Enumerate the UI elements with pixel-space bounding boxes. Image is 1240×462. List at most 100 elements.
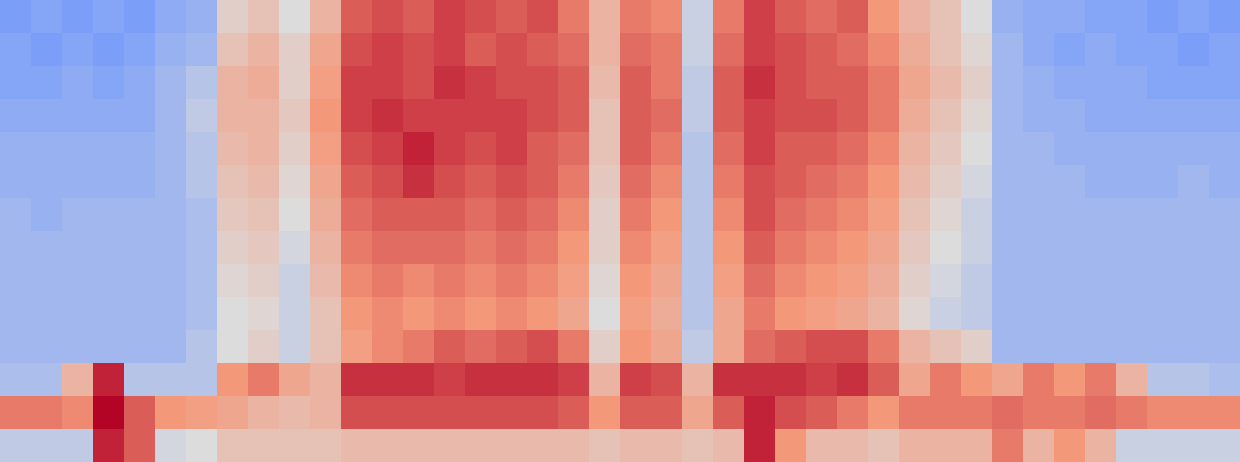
heatmap-cell — [1209, 231, 1240, 265]
heatmap-cell — [961, 231, 993, 265]
heatmap-cell — [1116, 0, 1148, 34]
heatmap-cell — [93, 429, 125, 462]
heatmap-cell — [527, 231, 559, 265]
heatmap-cell — [310, 297, 342, 331]
heatmap-cell — [837, 99, 869, 133]
heatmap-cell — [961, 132, 993, 166]
heatmap-cell — [93, 66, 125, 100]
heatmap-cell — [806, 99, 838, 133]
heatmap-cell — [899, 363, 931, 397]
heatmap-cell — [0, 264, 32, 298]
heatmap-cell — [93, 231, 125, 265]
heatmap-cell — [713, 99, 745, 133]
heatmap-cell — [372, 429, 404, 462]
heatmap-cell — [1178, 363, 1210, 397]
heatmap-cell — [186, 99, 218, 133]
heatmap-cell — [403, 396, 435, 430]
heatmap-cell — [1209, 132, 1240, 166]
heatmap-cell — [651, 297, 683, 331]
heatmap-cell — [0, 396, 32, 430]
heatmap-cell — [837, 363, 869, 397]
heatmap-cell — [1054, 66, 1086, 100]
heatmap-cell — [93, 363, 125, 397]
heatmap-cell — [465, 99, 497, 133]
heatmap-cell — [682, 330, 714, 364]
heatmap-cell — [155, 132, 187, 166]
heatmap-cell — [496, 363, 528, 397]
heatmap-cell — [992, 33, 1024, 67]
heatmap-cell — [248, 198, 280, 232]
heatmap-cell — [1116, 99, 1148, 133]
heatmap-cell — [403, 297, 435, 331]
heatmap-cell — [1054, 33, 1086, 67]
heatmap-cell — [465, 33, 497, 67]
heatmap-cell — [434, 297, 466, 331]
heatmap-cell — [775, 297, 807, 331]
heatmap-cell — [1085, 99, 1117, 133]
heatmap-cell — [434, 0, 466, 34]
heatmap-cell — [248, 330, 280, 364]
heatmap-cell — [806, 396, 838, 430]
heatmap-cell — [589, 132, 621, 166]
heatmap-cell — [806, 66, 838, 100]
heatmap-cell — [434, 132, 466, 166]
heatmap-cell — [372, 198, 404, 232]
heatmap-cell — [775, 396, 807, 430]
heatmap-cell — [124, 363, 156, 397]
heatmap-cell — [341, 165, 373, 199]
heatmap-cell — [1116, 363, 1148, 397]
heatmap-cell — [961, 99, 993, 133]
heatmap-cell — [124, 0, 156, 34]
heatmap-cell — [1085, 33, 1117, 67]
heatmap-cell — [651, 231, 683, 265]
heatmap-cell — [775, 363, 807, 397]
heatmap-cell — [651, 0, 683, 34]
heatmap-cell — [248, 231, 280, 265]
heatmap-cell — [558, 297, 590, 331]
heatmap-cell — [1023, 330, 1055, 364]
heatmap-cell — [434, 165, 466, 199]
heatmap-cell — [806, 330, 838, 364]
heatmap-cell — [713, 198, 745, 232]
heatmap-cell — [217, 66, 249, 100]
heatmap-cell — [806, 165, 838, 199]
heatmap-cell — [124, 165, 156, 199]
heatmap-cell — [0, 99, 32, 133]
heatmap-cell — [899, 33, 931, 67]
heatmap-cell — [1147, 198, 1179, 232]
heatmap-cell — [403, 132, 435, 166]
heatmap-cell — [279, 99, 311, 133]
heatmap-cell — [837, 165, 869, 199]
heatmap-cell — [279, 363, 311, 397]
heatmap-cell — [1209, 99, 1240, 133]
heatmap-cell — [589, 264, 621, 298]
heatmap-cell — [186, 33, 218, 67]
heatmap-cell — [248, 363, 280, 397]
heatmap-cell — [1116, 165, 1148, 199]
heatmap-cell — [1054, 396, 1086, 430]
heatmap-cell — [341, 363, 373, 397]
heatmap-cell — [868, 330, 900, 364]
heatmap-cell — [1085, 330, 1117, 364]
heatmap-cell — [1147, 264, 1179, 298]
heatmap-cell — [837, 297, 869, 331]
heatmap-cell — [496, 198, 528, 232]
heatmap-cell — [558, 198, 590, 232]
heatmap-cell — [775, 165, 807, 199]
heatmap-cell — [434, 363, 466, 397]
heatmap-cell — [899, 429, 931, 462]
heatmap-cell — [589, 363, 621, 397]
heatmap-cell — [341, 99, 373, 133]
heatmap-cell — [899, 330, 931, 364]
heatmap-cell — [124, 99, 156, 133]
heatmap-cell — [217, 330, 249, 364]
heatmap-cell — [682, 198, 714, 232]
heatmap-cell — [620, 165, 652, 199]
heatmap-cell — [155, 396, 187, 430]
heatmap-cell — [310, 429, 342, 462]
heatmap-cell — [1209, 297, 1240, 331]
heatmap-cell — [1147, 297, 1179, 331]
heatmap-cell — [837, 330, 869, 364]
heatmap-cell — [403, 363, 435, 397]
heatmap-cell — [1209, 66, 1240, 100]
